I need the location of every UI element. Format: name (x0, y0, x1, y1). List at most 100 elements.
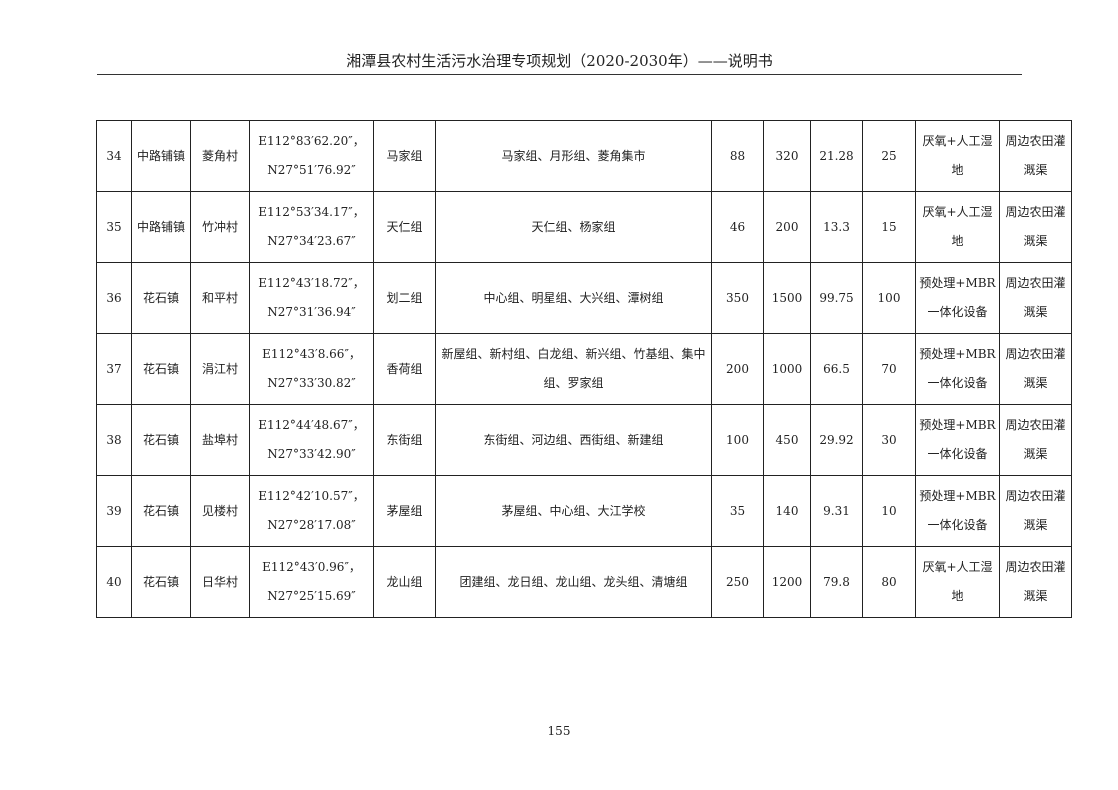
table-cell: 88 (711, 120, 764, 192)
table-cell: 450 (763, 404, 811, 476)
cell-text: 中路铺镇 (136, 148, 185, 163)
cell-text: E112°42′10.57″， (258, 489, 365, 503)
cell-text: 140 (775, 503, 799, 518)
page-header-title: 湘潭县农村生活污水治理专项规划（2020-2030年）——说明书 (346, 52, 773, 70)
table-cell: 茅屋组 (373, 475, 436, 547)
table-cell: E112°43′8.66″， N27°33′30.82″ (249, 333, 374, 405)
cell-text: E112°43′0.96″， (262, 560, 361, 574)
cell-text: 70 (881, 361, 897, 376)
table-row: 39 花石镇 见楼村 E112°42′10.57″， N27°28′17.08″ 茅屋组 茅… (96, 475, 1072, 547)
cell-text: 200 (775, 219, 799, 234)
cell-text: 花石镇 (142, 432, 179, 447)
table-cell: 350 (711, 262, 764, 334)
cell-text: 中路铺镇 (136, 219, 185, 234)
cell-text: 350 (726, 290, 749, 305)
table-cell: 和平村 (190, 262, 250, 334)
table-cell: 66.5 (810, 333, 863, 405)
table-cell: 预处理+MBR一体化设备 (915, 333, 1000, 405)
cell-text: 龙山组 (386, 574, 423, 589)
header-rule (97, 74, 1022, 75)
cell-text: 花石镇 (142, 574, 179, 589)
cell-text: 34 (106, 148, 122, 163)
table-cell: 46 (711, 191, 764, 263)
cell-text: 35 (106, 219, 122, 234)
data-table: 34 中路铺镇 菱角村 E112°83′62.20″， N27°51′76.92″ 马家组… (96, 120, 1072, 618)
cell-text: 厌氧+人工湿地 (922, 205, 993, 248)
cell-text: 25 (881, 148, 897, 163)
table-cell: 10 (862, 475, 916, 547)
cell-text: E112°53′34.17″， (258, 205, 365, 219)
cell-text: 周边农田灌溉渠 (1005, 205, 1066, 248)
table-cell: 25 (862, 120, 916, 192)
table-cell: 马家组 (373, 120, 436, 192)
table-cell: E112°42′10.57″， N27°28′17.08″ (249, 475, 374, 547)
cell-text: 厌氧+人工湿地 (922, 560, 993, 603)
table-cell: 40 (96, 546, 132, 618)
cell-text: 450 (775, 432, 799, 447)
cell-text: 香荷组 (386, 361, 423, 376)
cell-text: 东街组、河边组、西街组、新建组 (483, 432, 664, 447)
cell-text: 预处理+MBR一体化设备 (919, 418, 996, 461)
table-row: 38 花石镇 盐埠村 E112°44′48.67″， N27°33′42.90″ 东街组 东… (96, 404, 1072, 476)
table-cell: 29.92 (810, 404, 863, 476)
table-cell: 中路铺镇 (131, 120, 191, 192)
table-cell: 37 (96, 333, 132, 405)
table-cell: 36 (96, 262, 132, 334)
cell-text: 250 (726, 574, 749, 589)
table-cell: 21.28 (810, 120, 863, 192)
table-cell: 周边农田灌溉渠 (999, 191, 1072, 263)
cell-text: 15 (881, 219, 897, 234)
table-cell: 花石镇 (131, 546, 191, 618)
cell-text: 划二组 (386, 290, 423, 305)
cell-text: 100 (726, 432, 749, 447)
table-cell: 200 (763, 191, 811, 263)
cell-text: 38 (106, 432, 122, 447)
cell-text: 29.92 (819, 432, 854, 447)
table-cell: 花石镇 (131, 475, 191, 547)
cell-text: 日华村 (201, 574, 238, 589)
table-cell: 周边农田灌溉渠 (999, 404, 1072, 476)
cell-text: 100 (877, 290, 901, 305)
cell-text: 40 (106, 574, 122, 589)
cell-text: 预处理+MBR一体化设备 (919, 489, 996, 532)
table-cell: 厌氧+人工湿地 (915, 120, 1000, 192)
table-cell: 东街组、河边组、西街组、新建组 (435, 404, 712, 476)
cell-text: 99.75 (819, 290, 854, 305)
cell-text: 花石镇 (142, 361, 179, 376)
cell-text: 80 (881, 574, 897, 589)
table-cell: 茅屋组、中心组、大江学校 (435, 475, 712, 547)
table-cell: 东街组 (373, 404, 436, 476)
cell-text: 1500 (771, 290, 803, 305)
cell-text: 竹冲村 (201, 219, 238, 234)
table-cell: 周边农田灌溉渠 (999, 333, 1072, 405)
cell-text: 39 (106, 503, 122, 518)
cell-text: 菱角村 (201, 148, 238, 163)
table-cell: 35 (711, 475, 764, 547)
table-cell: 140 (763, 475, 811, 547)
table-cell: 99.75 (810, 262, 863, 334)
cell-text: 周边农田灌溉渠 (1005, 276, 1066, 319)
cell-text: 9.31 (823, 503, 850, 518)
table-cell: 38 (96, 404, 132, 476)
table-cell: 盐埠村 (190, 404, 250, 476)
cell-text: 66.5 (823, 361, 850, 376)
table-cell: 79.8 (810, 546, 863, 618)
cell-text: E112°43′18.72″， (258, 276, 365, 290)
cell-text: 盐埠村 (201, 432, 238, 447)
table-cell: 250 (711, 546, 764, 618)
cell-text: 团建组、龙日组、龙山组、龙头组、清塘组 (459, 574, 688, 589)
table-cell: 天仁组 (373, 191, 436, 263)
table-cell: E112°53′34.17″， N27°34′23.67″ (249, 191, 374, 263)
cell-text: 1000 (771, 361, 803, 376)
cell-text: 周边农田灌溉渠 (1005, 489, 1066, 532)
table-cell: 新屋组、新村组、白龙组、新兴组、竹基组、集中组、罗家组 (435, 333, 712, 405)
table-cell: 34 (96, 120, 132, 192)
table-row: 37 花石镇 涓江村 E112°43′8.66″， N27°33′30.82″ 香荷组 新屋… (96, 333, 1072, 405)
table-cell: 39 (96, 475, 132, 547)
cell-text: 10 (881, 503, 897, 518)
cell-text: N27°31′36.94″ (267, 305, 356, 319)
table-cell: 团建组、龙日组、龙山组、龙头组、清塘组 (435, 546, 712, 618)
cell-text: N27°33′42.90″ (267, 447, 356, 461)
cell-text: 79.8 (823, 574, 850, 589)
table-cell: 日华村 (190, 546, 250, 618)
